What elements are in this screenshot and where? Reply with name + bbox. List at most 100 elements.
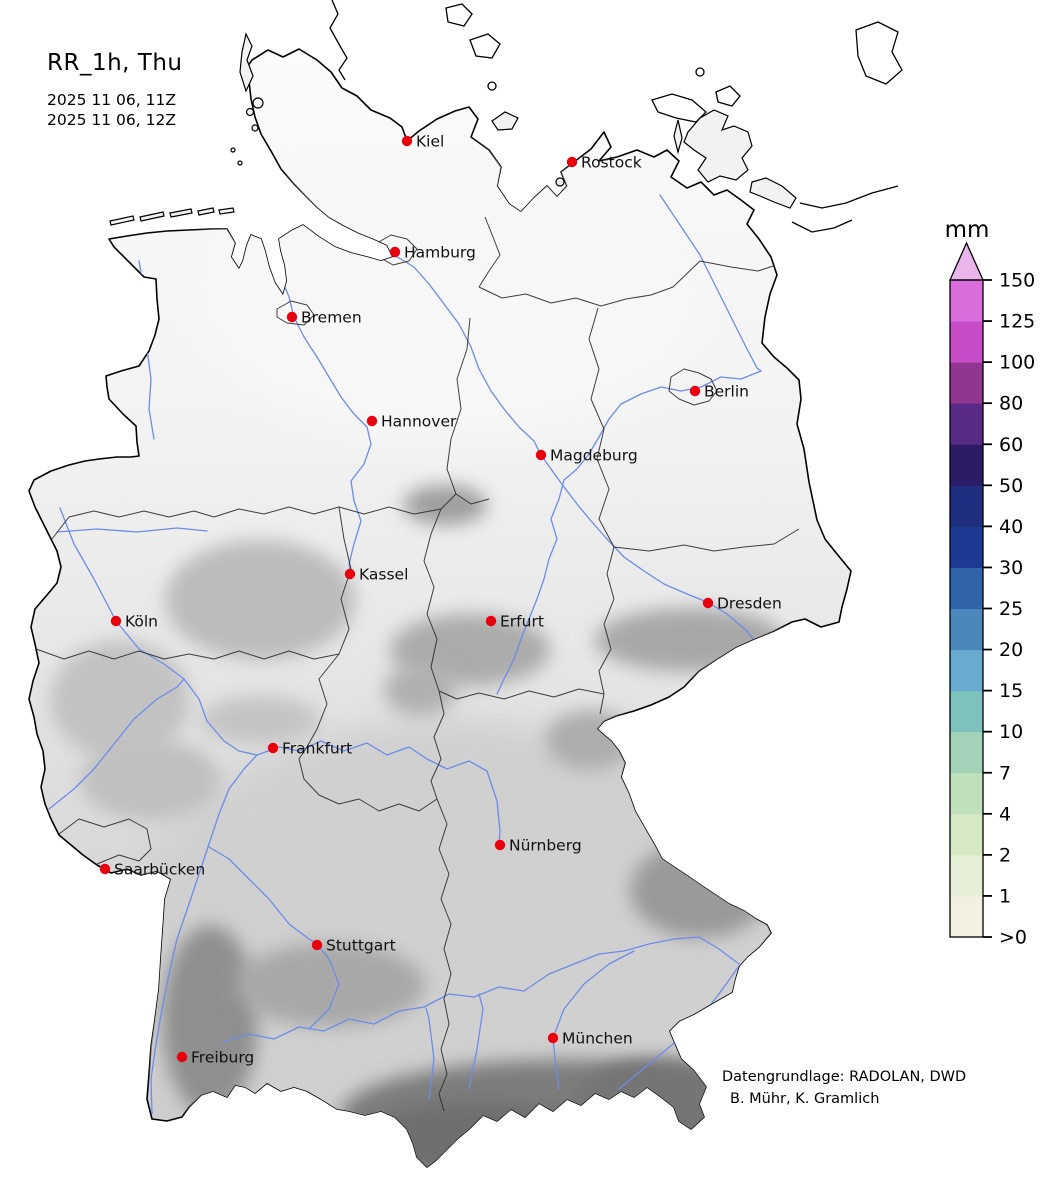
- colorbar-segment: [950, 731, 983, 774]
- denmark-coast: [329, 0, 348, 81]
- colorbar-segment: [950, 854, 983, 897]
- river-havel-spree: [563, 370, 762, 481]
- city-label-Nürnberg: Nürnberg: [509, 837, 582, 855]
- city-dot-Saarbücken: [99, 863, 111, 875]
- colorbar-arrow: [948, 241, 985, 281]
- city-dot-München: [547, 1032, 559, 1044]
- city-label-Kiel: Kiel: [416, 133, 444, 151]
- german-islands: [109, 32, 797, 226]
- colorbar-segment: [950, 444, 983, 486]
- river-saale: [496, 479, 565, 695]
- island-sylt: [239, 32, 254, 93]
- page-title: RR_1h, Thu: [47, 50, 183, 76]
- city-label-Magdeburg: Magdeburg: [550, 447, 638, 465]
- border-th-south: [438, 688, 605, 700]
- colorbar: mm >0 1 2 4 7 10 15 20 25 30 40 50 60 80 100 125 150: [945, 217, 1036, 949]
- colorbar-tick-label: 80: [999, 393, 1023, 415]
- city-label-Saarbücken: Saarbücken: [114, 861, 205, 879]
- city-dot-Köln: [110, 615, 122, 627]
- city-dot-Frankfurt: [267, 742, 279, 754]
- colorbar-segment: [950, 321, 983, 363]
- colorbar-tick-label: >0: [999, 927, 1027, 949]
- danish-island: [715, 85, 741, 107]
- attribution-authors: B. Mühr, K. Gramlich: [730, 1091, 880, 1107]
- city-label-Hamburg: Hamburg: [404, 244, 476, 262]
- colorbar-segment: [950, 485, 983, 527]
- city-label-Köln: Köln: [125, 613, 158, 631]
- attribution: Datengrundlage: RADOLAN, DWD B. Mühr, K.…: [722, 1066, 966, 1110]
- danish-island: [487, 81, 497, 91]
- colorbar-segment: [950, 362, 983, 404]
- colorbar-segment: [950, 813, 983, 856]
- city-dot-Hamburg: [389, 246, 401, 258]
- city-label-Erfurt: Erfurt: [500, 613, 544, 631]
- danish-island: [469, 33, 501, 59]
- river-lech: [468, 993, 484, 1090]
- border-mv-south: [478, 260, 777, 307]
- city-dot-Erfurt: [485, 615, 497, 627]
- danish-island: [651, 93, 707, 123]
- colorbar-tick-label: 40: [999, 516, 1023, 538]
- island-poel: [555, 177, 565, 187]
- river-lippe: [56, 527, 208, 533]
- danish-island: [695, 67, 705, 77]
- state-borders: [35, 216, 800, 1112]
- city-dot-Hannover: [366, 415, 378, 427]
- border-nrw: [35, 506, 352, 660]
- city-dot-Nürnberg: [494, 839, 506, 851]
- border-hessen: [298, 653, 445, 812]
- colorbar-tick-label: 20: [999, 639, 1023, 661]
- river-danube: [223, 936, 740, 1043]
- city-dot-Bremen: [286, 311, 298, 323]
- islet: [237, 160, 243, 166]
- colorbar-segment: [950, 280, 983, 322]
- city-label-Stuttgart: Stuttgart: [326, 937, 396, 955]
- colorbar-tick-label: 10: [999, 721, 1023, 743]
- colorbar-tick-label: 2: [999, 844, 1011, 866]
- colorbar-tick-label: 1: [999, 885, 1011, 907]
- islet: [230, 147, 236, 153]
- city-dot-Berlin: [689, 385, 701, 397]
- border-sn-th: [598, 546, 615, 715]
- city-label-Freiburg: Freiburg: [191, 1049, 254, 1067]
- city-dot-Freiburg: [176, 1051, 188, 1063]
- city-dot-Rostock: [566, 156, 578, 168]
- city-dot-Kiel: [401, 135, 413, 147]
- polish-lagoon-shore: [791, 219, 853, 233]
- river-neckar: [208, 846, 340, 1030]
- danish-island: [445, 3, 473, 27]
- colorbar-scale: >0 1 2 4 7 10 15 20 25 30 40 50 60 80 100 125 150: [948, 241, 1035, 949]
- border-sh-mv: [478, 216, 501, 288]
- border-th-west: [423, 493, 457, 692]
- city-dot-Dresden: [702, 597, 714, 609]
- east-frisian-island: [139, 211, 165, 222]
- colorbar-tick-label: 7: [999, 762, 1011, 784]
- colorbar-segment: [950, 567, 983, 609]
- island-foehr: [252, 97, 264, 109]
- colorbar-tick-label: 150: [999, 270, 1035, 292]
- colorbar-tick-label: 30: [999, 557, 1023, 579]
- river-rhine: [59, 507, 258, 1115]
- title-block: RR_1h, Thu 2025 11 06, 11Z 2025 11 06, 1…: [47, 50, 183, 130]
- city-dot-Stuttgart: [311, 939, 323, 951]
- colorbar-tick-label: 15: [999, 680, 1023, 702]
- river-isar: [552, 950, 635, 1090]
- colorbar-unit-label: mm: [945, 217, 990, 243]
- city-markers: Kiel Rostock Hamburg Bremen Berlin Hannover Ma…: [99, 133, 782, 1067]
- city-label-Kassel: Kassel: [359, 566, 408, 584]
- border-ns-st: [446, 317, 490, 505]
- colorbar-segment: [950, 526, 983, 568]
- colorbar-tick-label: 25: [999, 598, 1023, 620]
- colorbar-tick-label: 100: [999, 352, 1035, 374]
- island-fehmarn: [491, 111, 519, 131]
- colorbar-segment: [950, 403, 983, 445]
- border-st-bb: [588, 307, 615, 548]
- city-label-Frankfurt: Frankfurt: [282, 740, 352, 758]
- colorbar-segment: [950, 649, 983, 692]
- river-main: [256, 740, 488, 772]
- city-dot-Kassel: [344, 568, 356, 580]
- river-regnitz: [486, 770, 501, 846]
- city-label-Bremen: Bremen: [301, 309, 362, 327]
- colorbar-segment: [950, 772, 983, 815]
- colorbar-tick-label: 125: [999, 311, 1035, 333]
